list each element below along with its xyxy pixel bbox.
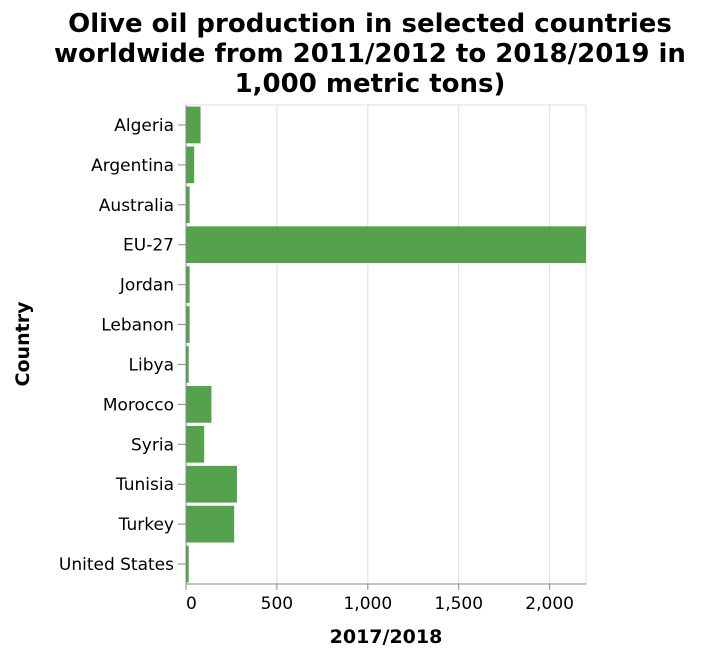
y-axis: Algeria Argentina Australia EU-27 Jordan Leba…	[59, 105, 187, 584]
x-tick-label-0: 0	[186, 594, 197, 614]
y-tick-label-7: Morocco	[103, 395, 174, 415]
bar-syria	[186, 425, 205, 463]
x-tick-label-4: 2,000	[525, 594, 574, 614]
gridlines	[185, 104, 587, 584]
x-axis-title: 2017/2018	[330, 626, 443, 648]
y-axis-title: Country	[12, 301, 34, 387]
y-tick-label-10: Turkey	[118, 515, 174, 535]
y-tick-label-6: Libya	[129, 355, 174, 375]
bar-tunisia	[186, 465, 237, 503]
y-tick-label-11: United States	[59, 555, 174, 575]
y-tick-label-3: EU-27	[123, 236, 174, 256]
y-tick-label-1: Argentina	[91, 156, 174, 176]
y-tick-label-2: Australia	[99, 196, 174, 216]
chart-title-line-3: 1,000 metric tons)	[235, 69, 506, 99]
bar-libya	[186, 346, 189, 383]
y-tick-label-9: Tunisia	[115, 475, 174, 495]
bar-morocco	[186, 386, 212, 423]
y-tick-label-8: Syria	[131, 435, 174, 455]
bar-united-states	[186, 545, 189, 583]
bar-algeria	[186, 106, 201, 144]
bar-eu-27	[186, 226, 586, 264]
bar-australia	[186, 186, 190, 224]
x-tick-label-2: 1,000	[343, 594, 392, 614]
bar-argentina	[186, 146, 195, 184]
chart-title-line-2: worldwide from 2011/2012 to 2018/2019 in	[54, 39, 686, 69]
x-axis: 0 500 1,000 1,500 2,000	[185, 583, 586, 614]
bar-jordan	[186, 266, 190, 303]
chart-title-line-1: Olive oil production in selected countri…	[68, 9, 672, 39]
bar-lebanon	[186, 306, 190, 343]
y-tick-label-4: Jordan	[119, 276, 174, 296]
x-tick-label-1: 500	[261, 594, 293, 614]
bars	[186, 106, 586, 583]
y-tick-label-0: Algeria	[114, 116, 174, 136]
bar-turkey	[186, 505, 235, 543]
y-tick-label-5: Lebanon	[101, 316, 174, 336]
x-tick-label-3: 1,500	[434, 594, 483, 614]
chart-title: Olive oil production in selected countri…	[54, 9, 686, 99]
